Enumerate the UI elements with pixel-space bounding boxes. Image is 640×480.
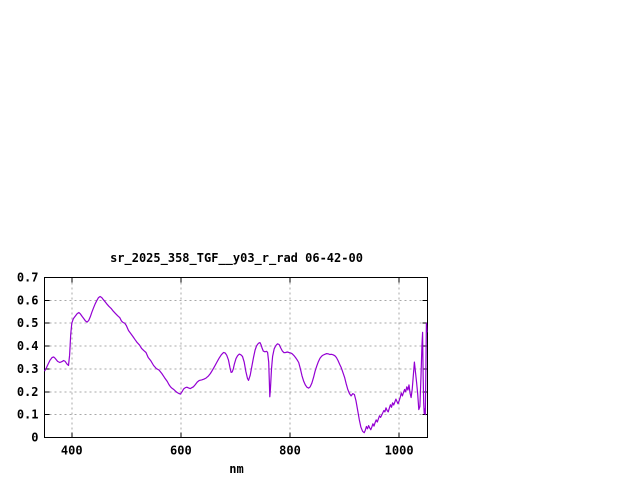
y-tick-label: 0 [31,431,38,445]
y-tick-label: 0.5 [17,316,39,330]
y-tick-label: 0.6 [17,293,39,307]
curve-layer [43,295,428,434]
y-tick-label: 0.7 [17,271,39,285]
plot-border [44,277,428,438]
x-tick-label: 400 [61,444,83,458]
grid-layer [44,277,428,438]
x-tick-label: 1000 [385,444,414,458]
chart-title: sr_2025_358_TGF__y03_r_rad 06-42-00 [110,251,363,266]
axis-layer: 400 600 800 1000 0 0.1 0.2 0.3 0.4 0.5 0.6 0.7 [17,271,428,458]
spectrum-curve [43,295,428,434]
x-tick-label: 600 [170,444,192,458]
y-tick-label: 0.2 [17,385,39,399]
y-tick-label: 0.1 [17,408,39,422]
x-axis-label: nm [229,462,243,476]
x-tick-label: 800 [279,444,301,458]
y-tick-label: 0.4 [17,339,39,353]
y-tick-label: 0.3 [17,362,39,376]
